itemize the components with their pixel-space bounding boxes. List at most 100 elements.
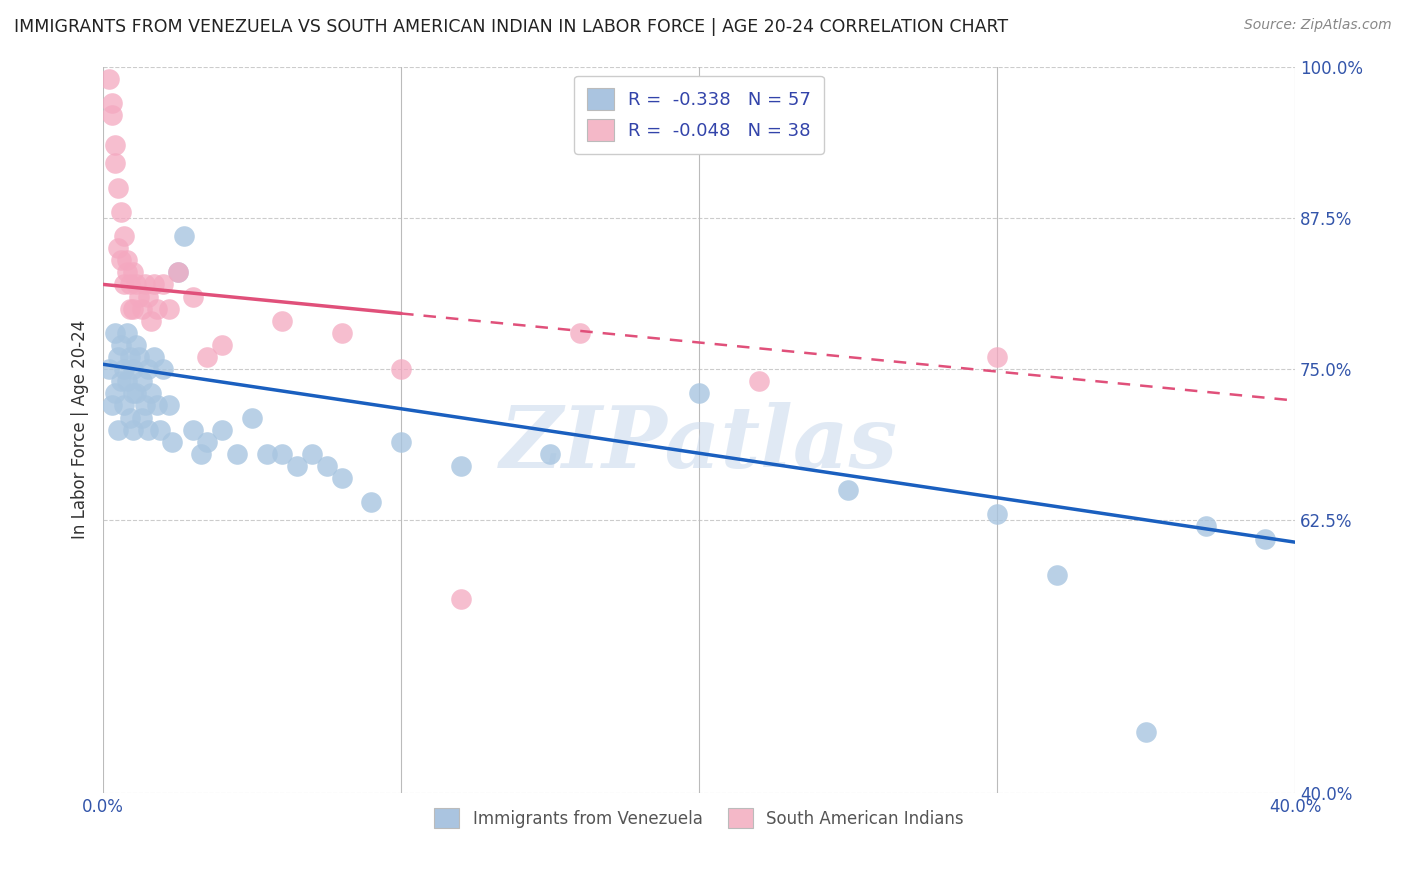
Point [125, 386, 148, 401]
Point [149, 423, 172, 437]
Point [145, 301, 167, 316]
Point [107, 241, 129, 255]
Point [104, 386, 127, 401]
Point [115, 253, 138, 268]
Point [110, 338, 132, 352]
Point [125, 338, 148, 352]
Point [301, 447, 323, 461]
Point [122, 386, 145, 401]
Legend: Immigrants from Venezuela, South American Indians: Immigrants from Venezuela, South America… [427, 802, 970, 835]
Point [112, 229, 135, 244]
Point [136, 423, 159, 437]
Point [1194, 519, 1216, 533]
Point [173, 229, 195, 244]
Point [256, 447, 278, 461]
Point [145, 399, 167, 413]
Point [315, 458, 337, 473]
Point [139, 314, 162, 328]
Point [136, 289, 159, 303]
Point [128, 350, 150, 364]
Point [330, 326, 353, 340]
Point [134, 399, 156, 413]
Point [110, 253, 132, 268]
Point [101, 399, 124, 413]
Point [450, 458, 472, 473]
Point [166, 265, 188, 279]
Point [104, 326, 127, 340]
Point [986, 350, 1008, 364]
Point [142, 350, 165, 364]
Point [115, 374, 138, 388]
Point [166, 265, 188, 279]
Point [107, 180, 129, 194]
Point [240, 410, 263, 425]
Point [152, 277, 174, 292]
Point [122, 265, 145, 279]
Point [131, 410, 153, 425]
Point [112, 399, 135, 413]
Point [986, 508, 1008, 522]
Point [157, 301, 180, 316]
Point [688, 386, 710, 401]
Point [122, 423, 145, 437]
Point [122, 301, 145, 316]
Point [115, 326, 138, 340]
Point [748, 374, 770, 388]
Point [1046, 567, 1069, 582]
Point [181, 289, 204, 303]
Point [122, 362, 145, 376]
Y-axis label: In Labor Force | Age 20-24: In Labor Force | Age 20-24 [72, 320, 89, 540]
Point [110, 204, 132, 219]
Point [197, 434, 219, 449]
Point [360, 495, 382, 509]
Point [118, 410, 141, 425]
Point [131, 301, 153, 316]
Point [107, 423, 129, 437]
Point [101, 95, 124, 110]
Point [115, 265, 138, 279]
Point [104, 156, 127, 170]
Point [118, 277, 141, 292]
Point [110, 374, 132, 388]
Point [226, 447, 249, 461]
Point [837, 483, 859, 497]
Point [389, 362, 412, 376]
Point [211, 338, 233, 352]
Point [271, 447, 294, 461]
Point [139, 386, 162, 401]
Point [104, 138, 127, 153]
Point [450, 592, 472, 607]
Point [142, 277, 165, 292]
Text: ZIPatlas: ZIPatlas [501, 402, 898, 486]
Point [1254, 532, 1277, 546]
Point [118, 301, 141, 316]
Point [98, 71, 121, 86]
Text: Source: ZipAtlas.com: Source: ZipAtlas.com [1244, 18, 1392, 32]
Point [112, 277, 135, 292]
Point [157, 399, 180, 413]
Point [160, 434, 183, 449]
Point [125, 277, 148, 292]
Point [285, 458, 308, 473]
Point [190, 447, 212, 461]
Point [101, 108, 124, 122]
Point [98, 362, 121, 376]
Point [538, 447, 561, 461]
Point [128, 289, 150, 303]
Point [118, 350, 141, 364]
Point [181, 423, 204, 437]
Point [134, 277, 156, 292]
Point [197, 350, 219, 364]
Point [1135, 725, 1157, 739]
Text: IMMIGRANTS FROM VENEZUELA VS SOUTH AMERICAN INDIAN IN LABOR FORCE | AGE 20-24 CO: IMMIGRANTS FROM VENEZUELA VS SOUTH AMERI… [14, 18, 1008, 36]
Point [330, 471, 353, 485]
Point [131, 374, 153, 388]
Point [112, 362, 135, 376]
Point [271, 314, 294, 328]
Point [389, 434, 412, 449]
Point [568, 326, 591, 340]
Point [107, 350, 129, 364]
Point [211, 423, 233, 437]
Point [152, 362, 174, 376]
Point [136, 362, 159, 376]
